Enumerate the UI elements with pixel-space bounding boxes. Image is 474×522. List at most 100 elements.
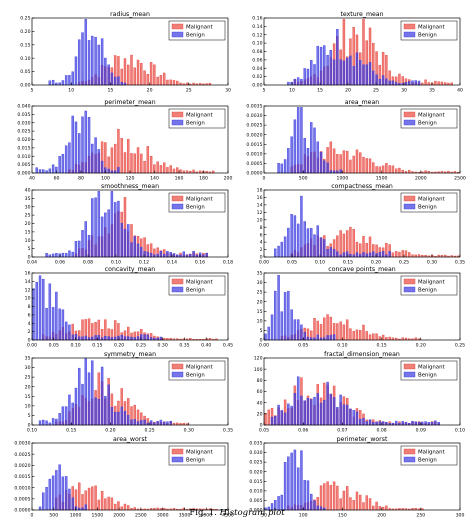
x-tick-label: 0.09 xyxy=(416,428,426,434)
malignant-bar xyxy=(94,485,97,511)
benign-bar xyxy=(133,419,136,426)
x-tick-label: 0 xyxy=(31,513,34,519)
benign-bar xyxy=(120,334,123,341)
y-tick-label: 0.015 xyxy=(17,145,30,151)
malignant-bar xyxy=(372,162,375,174)
benign-bar xyxy=(381,421,385,426)
y-tick-label: 80 xyxy=(257,378,263,384)
malignant-bar xyxy=(342,150,346,174)
benign-bar xyxy=(42,278,45,341)
y-tick-label: 0 xyxy=(260,423,263,429)
y-tick-label: 0.20 xyxy=(20,29,30,35)
benign-bar xyxy=(136,336,140,341)
malignant-bar xyxy=(87,318,91,341)
x-tick-label: 2500 xyxy=(135,513,147,519)
benign-bar xyxy=(323,337,326,341)
x-tick-label: 0.05 xyxy=(259,428,269,434)
x-tick-label: 160 xyxy=(175,176,184,182)
x-tick-label: 0.05 xyxy=(287,260,297,266)
malignant-bar xyxy=(355,149,359,174)
y-tick-label: 10 xyxy=(257,217,263,223)
y-tick-label: 0.000 xyxy=(17,171,30,177)
benign-bar xyxy=(417,80,421,86)
benign-bar xyxy=(42,169,45,174)
y-tick-label: 0.010 xyxy=(249,488,262,494)
malignant-bar xyxy=(372,333,375,341)
benign-bar xyxy=(156,253,159,258)
benign-bar xyxy=(51,418,55,426)
y-tick-label: 4 xyxy=(260,240,263,246)
benign-bar xyxy=(48,283,52,341)
benign-bar xyxy=(74,241,78,258)
benign-bar xyxy=(182,251,185,258)
y-tick-label: 14 xyxy=(25,279,31,285)
benign-bar xyxy=(149,420,153,426)
legend-swatch-malignant xyxy=(403,448,416,455)
x-tick-label: 200 xyxy=(377,513,386,519)
benign-bar xyxy=(71,402,74,426)
benign-bar xyxy=(283,236,287,258)
benign-bar xyxy=(277,245,280,258)
benign-bar xyxy=(345,57,349,86)
benign-bar xyxy=(149,253,153,258)
benign-bar xyxy=(280,410,284,426)
benign-bar xyxy=(146,334,150,341)
benign-bar xyxy=(296,376,300,426)
x-tick-label: 0.35 xyxy=(223,428,233,434)
x-tick-label: 0.10 xyxy=(337,343,347,349)
benign-bar xyxy=(316,141,319,174)
chart-panel-3: perimeter_mean 40 60 80 100 120 140 160 180 200 0.… xyxy=(17,99,232,182)
malignant-bar xyxy=(166,167,169,174)
benign-bar xyxy=(127,336,130,341)
y-tick-label: 0.08 xyxy=(252,49,262,55)
benign-bar xyxy=(110,407,114,426)
y-tick-label: 16 xyxy=(257,195,263,201)
benign-bar xyxy=(300,78,303,86)
malignant-bar xyxy=(136,147,140,174)
benign-bar xyxy=(61,153,65,174)
benign-bar xyxy=(336,251,339,258)
benign-bar xyxy=(375,421,378,426)
benign-bar xyxy=(378,252,382,258)
benign-bar xyxy=(113,202,117,258)
benign-bar xyxy=(352,410,355,426)
benign-bar xyxy=(300,324,303,341)
benign-bar xyxy=(306,336,310,341)
chart-panel-2: texture_mean 5 10 15 20 25 30 35 40 0.00 0.02 0.04 0… xyxy=(252,11,463,94)
benign-bar xyxy=(270,416,274,426)
x-tick-label: 0.06 xyxy=(298,428,308,434)
y-tick-label: 0.04 xyxy=(252,66,262,72)
benign-bar xyxy=(113,76,117,86)
malignant-bar xyxy=(117,128,120,174)
benign-bar xyxy=(120,406,123,426)
legend-swatch-benign xyxy=(171,371,184,378)
benign-bar xyxy=(110,72,114,86)
y-tick-label: 0.000 xyxy=(249,508,262,514)
y-tick-label: 0.00 xyxy=(252,83,262,89)
benign-bar xyxy=(110,191,114,258)
malignant-bar xyxy=(323,483,326,511)
benign-bar xyxy=(202,254,205,258)
y-tick-label: 5 xyxy=(28,246,31,252)
x-tick-label: 0.05 xyxy=(49,343,59,349)
y-tick-label: 35 xyxy=(25,196,31,202)
benign-bar xyxy=(48,168,52,174)
legend-label-benign: Benign xyxy=(186,121,205,127)
chart-title: concavity_mean xyxy=(105,266,155,273)
benign-bar xyxy=(430,422,434,426)
x-tick-label: 0.16 xyxy=(195,260,205,266)
y-tick-label: 0.0005 xyxy=(14,496,30,502)
malignant-bar xyxy=(87,487,91,511)
x-tick-label: 5 xyxy=(31,88,34,94)
legend-label-malignant: Malignant xyxy=(186,450,213,456)
benign-bar xyxy=(100,38,104,86)
benign-bar xyxy=(140,246,143,258)
x-tick-label: 30 xyxy=(225,88,231,94)
benign-bar xyxy=(84,335,87,341)
chart-panel-9: symmetry_mean 0.10 0.15 0.20 0.25 0.30 0.35 0 5 1… xyxy=(25,351,234,434)
benign-bar xyxy=(411,421,414,426)
plot-frame xyxy=(263,105,461,174)
y-tick-label: 0.15 xyxy=(20,42,30,48)
malignant-bar xyxy=(443,82,447,86)
malignant-bar xyxy=(336,323,339,341)
